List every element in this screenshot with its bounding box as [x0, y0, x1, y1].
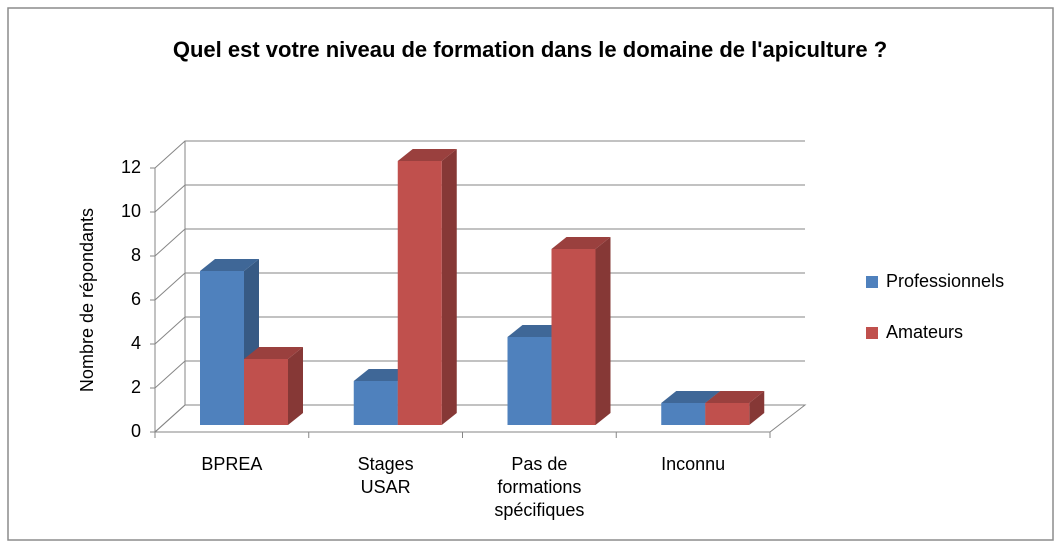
grid-line: [154, 184, 805, 213]
y-tick-label: 10: [121, 201, 141, 221]
x-tick-label: Stages USAR: [357, 454, 414, 497]
bar: [507, 337, 552, 425]
y-tick-label: 2: [131, 377, 141, 397]
legend-swatch: [866, 276, 878, 288]
legend-label: Amateurs: [886, 322, 963, 342]
bar-top: [551, 237, 611, 249]
bar-top: [397, 149, 457, 161]
bar-top: [244, 347, 303, 359]
y-tick-label: 12: [121, 157, 141, 177]
bar: [551, 249, 596, 425]
y-tick-label: 8: [131, 245, 141, 265]
legend-swatch: [866, 327, 878, 339]
bar-top: [661, 391, 721, 403]
legend-label: Professionnels: [886, 271, 1004, 291]
grid-line: [154, 228, 805, 257]
grid-line: [154, 140, 805, 169]
y-axis-title: Nombre de répondants: [77, 208, 97, 392]
bar-side: [595, 237, 611, 425]
bar: [705, 403, 750, 425]
bar-side: [749, 391, 765, 425]
bar: [244, 359, 288, 425]
bar: [397, 161, 442, 425]
x-tick-label: BPREA: [201, 454, 263, 474]
bar-side: [288, 347, 303, 425]
bar: [200, 271, 244, 425]
x-tick-label: Pas de formations spécifiques: [494, 454, 585, 520]
y-tick-label: 0: [131, 421, 141, 441]
chart-border: [7, 7, 1054, 541]
bar-top: [705, 391, 765, 403]
chart-title: Quel est votre niveau de formation dans …: [172, 37, 888, 62]
bar: [353, 381, 398, 425]
bar-top: [200, 259, 259, 271]
y-tick-label: 6: [131, 289, 141, 309]
bar-side: [441, 149, 457, 425]
y-tick-label: 4: [131, 333, 141, 353]
x-tick-label: Inconnu: [661, 454, 726, 474]
bar: [661, 403, 706, 425]
